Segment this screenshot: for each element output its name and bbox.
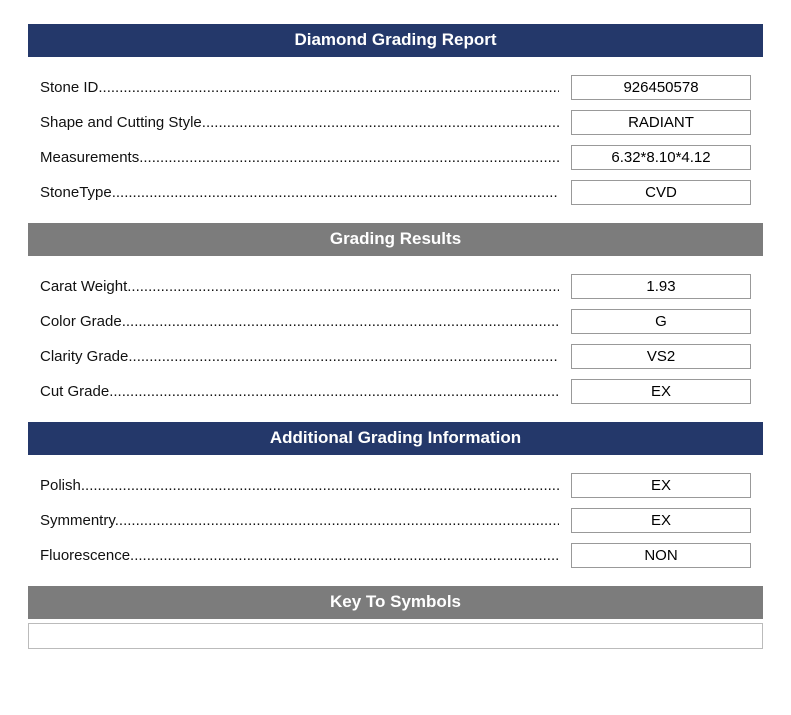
value-measurements: 6.32*8.10*4.12 (571, 145, 751, 170)
report-container: Diamond Grading Report Stone ID 92645057… (0, 0, 791, 673)
label-cut: Cut Grade (40, 383, 559, 400)
row-polish: Polish EX (40, 473, 751, 498)
label-color: Color Grade (40, 313, 559, 330)
row-symmetry: Symmentry EX (40, 508, 751, 533)
value-carat: 1.93 (571, 274, 751, 299)
value-polish: EX (571, 473, 751, 498)
label-carat: Carat Weight (40, 278, 559, 295)
label-stone-id: Stone ID (40, 79, 559, 96)
label-measurements: Measurements (40, 149, 559, 166)
section-body-additional: Polish EX Symmentry EX Fluorescence NON (28, 455, 763, 586)
section-body-grading: Carat Weight 1.93 Color Grade G Clarity … (28, 256, 763, 422)
value-cut: EX (571, 379, 751, 404)
label-shape: Shape and Cutting Style (40, 114, 559, 131)
row-clarity: Clarity Grade VS2 (40, 344, 751, 369)
value-fluorescence: NON (571, 543, 751, 568)
section-header-symbols: Key To Symbols (28, 586, 763, 619)
label-stone-type: StoneType (40, 184, 559, 201)
row-shape: Shape and Cutting Style RADIANT (40, 110, 751, 135)
value-clarity: VS2 (571, 344, 751, 369)
label-clarity: Clarity Grade (40, 348, 559, 365)
row-stone-type: StoneType CVD (40, 180, 751, 205)
section-header-additional: Additional Grading Information (28, 422, 763, 455)
row-measurements: Measurements 6.32*8.10*4.12 (40, 145, 751, 170)
row-fluorescence: Fluorescence NON (40, 543, 751, 568)
section-header-main: Diamond Grading Report (28, 24, 763, 57)
value-stone-id: 926450578 (571, 75, 751, 100)
label-polish: Polish (40, 477, 559, 494)
row-color: Color Grade G (40, 309, 751, 334)
value-color: G (571, 309, 751, 334)
section-body-main: Stone ID 926450578 Shape and Cutting Sty… (28, 57, 763, 223)
value-stone-type: CVD (571, 180, 751, 205)
row-stone-id: Stone ID 926450578 (40, 75, 751, 100)
value-shape: RADIANT (571, 110, 751, 135)
value-symmetry: EX (571, 508, 751, 533)
label-fluorescence: Fluorescence (40, 547, 559, 564)
section-header-grading: Grading Results (28, 223, 763, 256)
row-cut: Cut Grade EX (40, 379, 751, 404)
row-carat: Carat Weight 1.93 (40, 274, 751, 299)
symbols-empty-box (28, 623, 763, 649)
label-symmetry: Symmentry (40, 512, 559, 529)
